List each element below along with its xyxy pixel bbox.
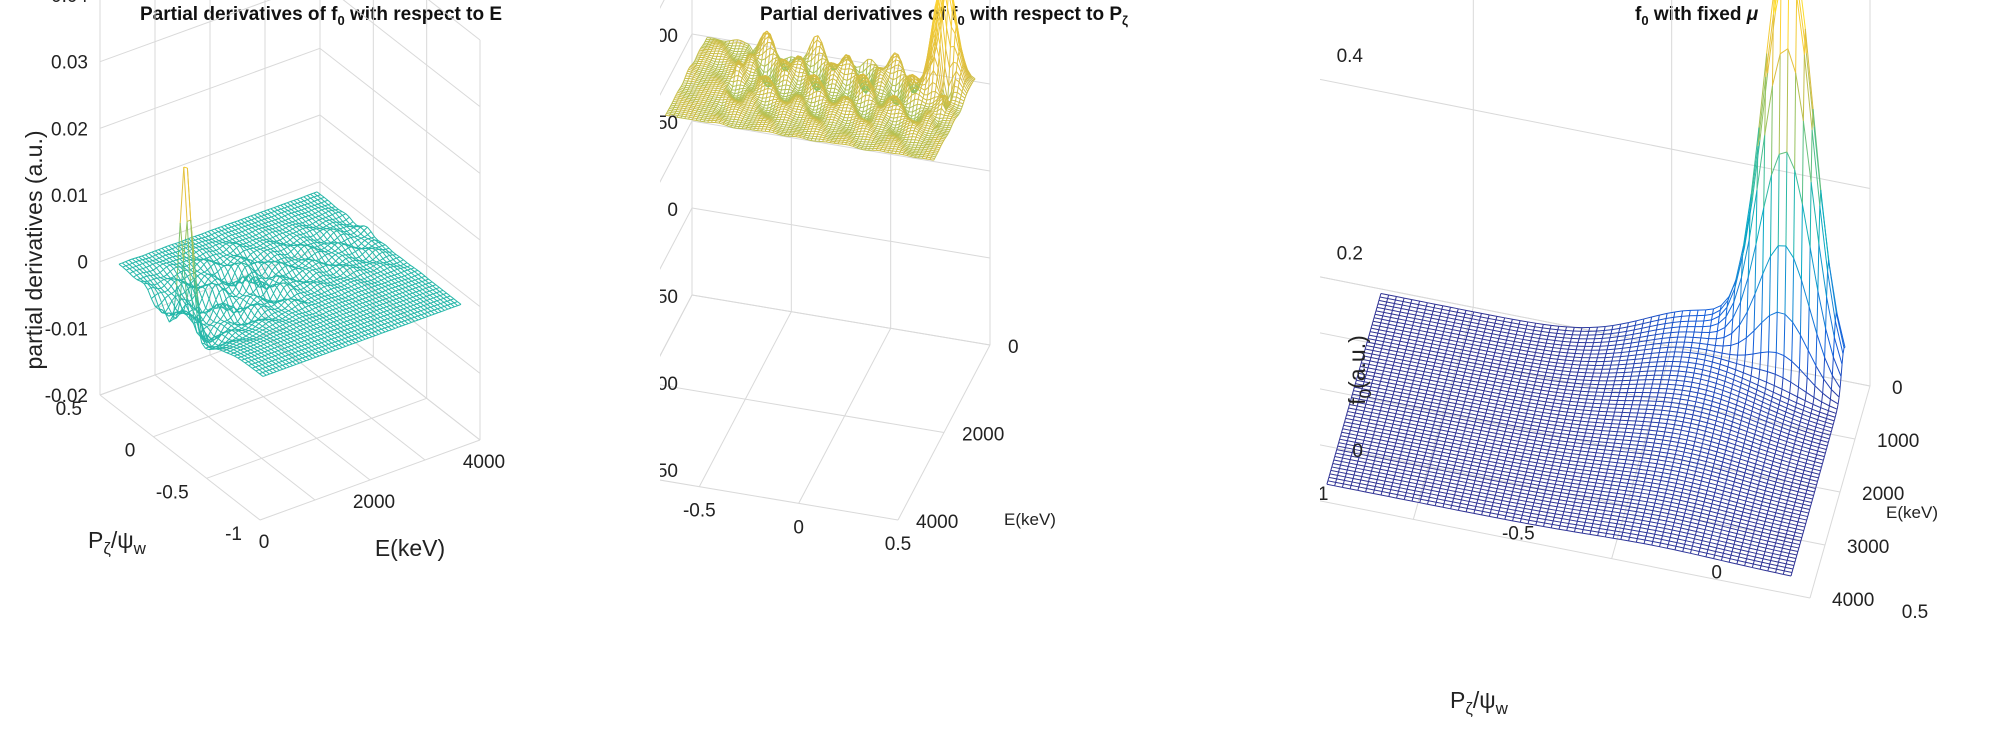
chart-2-p-tick: -0.5 bbox=[683, 501, 716, 522]
chart-panel-2: Partial derivatives of f0 with respect t… bbox=[660, 0, 1320, 735]
chart-1-grid-line bbox=[99, 314, 321, 396]
chart-1-grid-line bbox=[259, 439, 481, 521]
chart-1-grid-line bbox=[319, 247, 481, 374]
chart-2-grid-line bbox=[691, 120, 991, 172]
chart-3-surface bbox=[1326, 0, 1846, 577]
chart-2-p-tick: 0.5 bbox=[885, 534, 911, 555]
chart-1-y-label: Pζ/ψw bbox=[88, 527, 147, 558]
chart-2-grid-line bbox=[660, 207, 693, 270]
chart-1-z-tick: -0.01 bbox=[45, 319, 88, 340]
chart-1-grid-line bbox=[99, 114, 321, 196]
chart-panel-3: f0 with fixed μ 0 0.2 0.4 f0(a.u.) -1 -0.5 0 0.… bbox=[1320, 0, 2000, 735]
chart-panel-1: Partial derivatives of f0 with respect t… bbox=[0, 0, 660, 735]
chart-1-z-tick: 0.04 bbox=[51, 0, 88, 7]
chart-3-grid-line bbox=[1320, 500, 1811, 599]
chart-3-e-tick: 4000 bbox=[1832, 590, 1874, 611]
chart-1-grid-line bbox=[153, 356, 374, 438]
chart-2-z-tick: -50 bbox=[660, 287, 678, 308]
chart-1-grid-line bbox=[342, 0, 481, 108]
chart-2-z-tick: 50 bbox=[660, 113, 678, 134]
chart-2-grid-line bbox=[660, 479, 899, 521]
chart-3-x-label: E(keV) bbox=[1886, 503, 1938, 522]
chart-2-z-tick: -150 bbox=[660, 461, 678, 482]
chart-1-grid-line bbox=[99, 181, 321, 263]
chart-1-grid-line bbox=[319, 114, 481, 241]
chart-2-z-tick: 0 bbox=[667, 200, 678, 221]
chart-2-e-tick: 2000 bbox=[962, 425, 1004, 446]
chart-3-z-tick: 0.4 bbox=[1337, 46, 1364, 67]
chart-1-z-tick: -0.02 bbox=[45, 386, 88, 407]
chart-3-e-tick: 0 bbox=[1892, 378, 1903, 399]
chart-1-z-tick: 0.03 bbox=[51, 53, 88, 74]
chart-3-p-tick: 0 bbox=[1711, 563, 1722, 584]
chart-1-y-tick: -0.5 bbox=[156, 482, 189, 503]
chart-1-grid-line bbox=[264, 334, 426, 461]
chart-2-p-tick: 0 bbox=[793, 517, 804, 538]
chart-2-e-tick: 4000 bbox=[916, 512, 958, 533]
chart-2-plot: -150-100-50050100partial derivatives (a.… bbox=[660, 0, 1056, 555]
chart-3-grid-line bbox=[1320, 78, 1871, 189]
chart-1-y-tick: 0.5 bbox=[56, 399, 82, 420]
chart-2-grid-line bbox=[691, 33, 991, 85]
chart-1-grid-line bbox=[427, 0, 481, 41]
chart-2-grid-line bbox=[691, 294, 991, 346]
chart-2-surface bbox=[665, 0, 976, 161]
chart-1-y-tick: 0 bbox=[125, 441, 136, 462]
chart-1-z-tick: 0.02 bbox=[51, 119, 88, 140]
chart-3-p-tick: -1 bbox=[1320, 484, 1328, 505]
chart-1-grid-line bbox=[209, 354, 371, 481]
chart-2-grid-line bbox=[660, 384, 945, 433]
chart-3-grid-line bbox=[1320, 444, 1826, 546]
chart-2-z-tick: 100 bbox=[660, 26, 678, 47]
chart-3-z-tick: 0 bbox=[1352, 441, 1363, 462]
chart-3-title: f0 with fixed μ bbox=[1635, 4, 1759, 28]
chart-3-grid-line bbox=[1320, 388, 1841, 493]
chart-1-x-tick: 0 bbox=[259, 532, 270, 553]
chart-3-plot: 0 0.2 0.4 f0(a.u.) -1 -0.5 0 0.5 0 1000 2000 3000 40… bbox=[1320, 0, 1938, 718]
chart-3-e-tick: 3000 bbox=[1847, 537, 1889, 558]
chart-1-x-label: E(keV) bbox=[375, 535, 445, 561]
chart-2-grid-line bbox=[660, 120, 693, 183]
chart-1-x-tick: 4000 bbox=[463, 452, 505, 473]
chart-1-plot: -0.02 -0.01 0 0.01 0.02 0.03 0.04 partial deriv… bbox=[21, 0, 505, 561]
chart-1-title: Partial derivatives of f0 with respect t… bbox=[140, 4, 503, 28]
chart-1-z-tick: 0 bbox=[77, 253, 88, 274]
chart-1-z-tick: 0.01 bbox=[51, 186, 88, 207]
chart-1-grid-line bbox=[154, 374, 316, 501]
chart-1-grid-line bbox=[99, 394, 261, 521]
chart-1-z-label: partial derivatives (a.u.) bbox=[21, 130, 47, 369]
chart-1-grid-line bbox=[319, 47, 481, 174]
chart-1-x-tick: 2000 bbox=[353, 492, 395, 513]
chart-1-y-tick: -1 bbox=[225, 524, 242, 545]
chart-3-z-tick: 0.2 bbox=[1337, 244, 1363, 265]
chart-1-grid-line bbox=[206, 397, 427, 479]
chart-3-p-tick: -0.5 bbox=[1502, 523, 1535, 544]
chart-3-e-tick: 1000 bbox=[1877, 431, 1919, 452]
chart-1-surface bbox=[118, 166, 462, 377]
chart-2-grid-line bbox=[660, 294, 693, 357]
chart-3-p-tick: 0.5 bbox=[1902, 602, 1928, 623]
chart-2-title: Partial derivatives of f0 with respect t… bbox=[760, 4, 1129, 28]
chart-2-e-tick: 0 bbox=[1008, 337, 1019, 358]
chart-3-y-label: Pζ/ψw bbox=[1450, 687, 1509, 718]
chart-3-z-label: f0(a.u.) bbox=[1344, 335, 1375, 405]
chart-2-x-label: E(keV) bbox=[1004, 510, 1056, 529]
chart-3-e-tick: 2000 bbox=[1862, 484, 1904, 505]
chart-2-grid-line bbox=[691, 207, 991, 259]
chart-3-grid-line bbox=[1320, 332, 1856, 440]
chart-1-grid-line bbox=[319, 181, 481, 308]
chart-2-grid-line bbox=[660, 33, 693, 96]
chart-1-grid-line bbox=[99, 47, 321, 129]
chart-1-grid-line bbox=[99, 0, 272, 63]
chart-2-z-tick: -100 bbox=[660, 374, 678, 395]
